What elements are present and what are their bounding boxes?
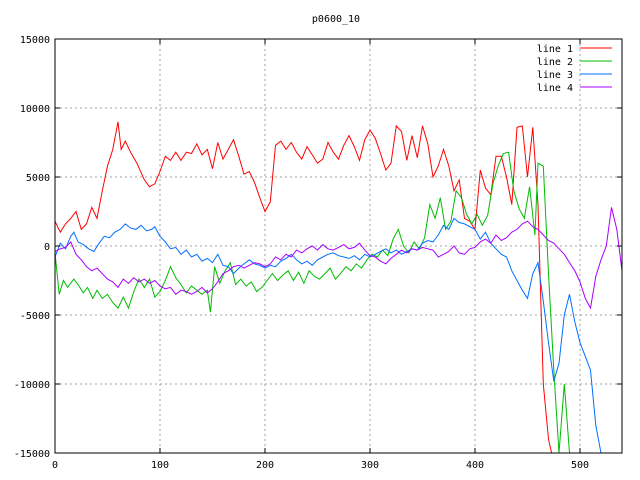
legend-label-3: line 3 (537, 70, 573, 81)
legend-label-2: line 2 (537, 57, 573, 68)
y-tick-label: 5000 (26, 173, 50, 184)
y-tick-label: -10000 (14, 380, 50, 391)
legend-label-1: line 1 (537, 44, 573, 55)
x-tick-label: 200 (256, 460, 274, 471)
x-tick-label: 0 (52, 460, 58, 471)
grid-layer (55, 39, 622, 453)
x-tick-label: 100 (151, 460, 169, 471)
y-tick-label: 10000 (20, 104, 50, 115)
y-tick-label: 0 (44, 242, 50, 253)
series-layer (55, 121, 622, 453)
legend-label-4: line 4 (537, 83, 573, 94)
x-tick-label: 300 (361, 460, 379, 471)
tick-layer: 0 100 200 300 400 500 -15000 -10000 -5000 0 5000 10… (14, 35, 622, 471)
chart-title: p0600_10 (312, 14, 360, 25)
series-line-4 (55, 207, 622, 310)
x-tick-label: 500 (571, 460, 589, 471)
legend: line 1 line 2 line 3 line 4 (537, 44, 612, 94)
y-tick-label: -5000 (20, 311, 50, 322)
x-tick-label: 400 (466, 460, 484, 471)
series-line-2 (55, 151, 570, 453)
y-tick-label: 15000 (20, 35, 50, 46)
series-line-3 (55, 217, 602, 453)
y-tick-label: -15000 (14, 449, 50, 460)
